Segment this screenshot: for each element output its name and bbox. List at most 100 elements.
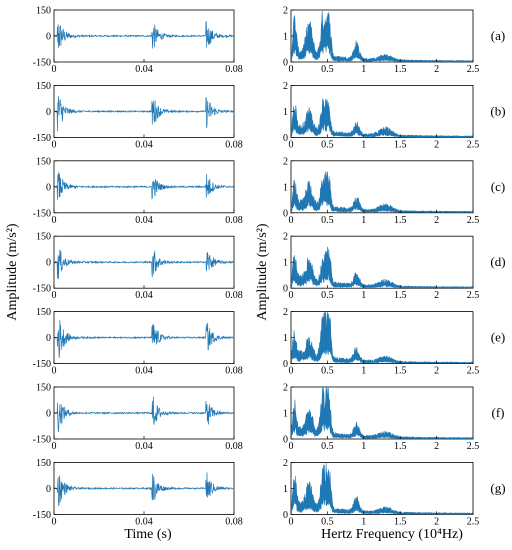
time-y-tick-label: -150 [33,510,51,521]
time-y-tick-label: -150 [33,58,51,69]
time-x-tick-label: 0.04 [135,215,153,226]
panel-label: (d) [490,254,505,269]
frequency-y-tick-label: 1 [283,107,288,118]
frequency-panel: 2 1 00 0.5 1 1.5 2 2.5 [283,458,479,528]
frequency-x-tick-label: 2.5 [467,516,480,527]
frequency-x-tick-label: 2.5 [467,290,480,301]
time-signal-trace [53,472,235,507]
time-signal-trace [53,96,235,132]
time-x-tick-label: 0.08 [225,64,243,75]
frequency-x-tick-label: 0.5 [321,290,334,301]
panel-label: (c) [491,179,505,194]
time-signal-trace [53,21,235,49]
frequency-x-tick-label: 0.5 [321,64,334,75]
time-x-tick-label: 0.04 [135,441,153,452]
frequency-x-tick-label: 2.5 [467,215,480,226]
time-x-tick-label: 0.08 [225,516,243,527]
frequency-x-tick-label: 1 [361,516,366,527]
frequency-x-tick-label: 1 [361,64,366,75]
frequency-x-tick-label: 1 [361,139,366,150]
time-y-tick-label: 0 [46,182,51,193]
frequency-y-tick-label: 2 [283,232,288,243]
frequency-x-tick-label: 2 [434,366,439,377]
frequency-x-tick-label: 2 [434,64,439,75]
frequency-x-tick-label: 0.5 [321,139,334,150]
time-y-tick-label: 0 [46,107,51,118]
frequency-x-tick-label: 0 [289,139,294,150]
frequency-y-tick-label: 2 [283,6,288,17]
frequency-x-tick-label: 1.5 [394,290,407,301]
time-y-tick-label: 150 [36,6,51,17]
time-x-tick-label: 0.04 [135,290,153,301]
frequency-x-tick-label: 0 [289,64,294,75]
frequency-y-tick-label: 0 [283,208,288,219]
frequency-x-tick-label: 0.5 [321,366,334,377]
frequency-y-tick-label: 0 [283,435,288,446]
time-x-tick-label: 0.04 [135,64,153,75]
time-y-tick-label: 150 [36,156,51,167]
frequency-y-tick-label: 0 [283,359,288,370]
time-y-tick-label: 0 [46,32,51,43]
frequency-x-tick-label: 2 [434,215,439,226]
frequency-y-tick-label: 2 [283,156,288,167]
time-x-tick-label: 0.08 [225,290,243,301]
frequency-y-tick-label: 1 [283,182,288,193]
frequency-x-tick-label: 0 [289,290,294,301]
frequency-x-tick-label: 1 [361,441,366,452]
time-y-tick-label: 150 [36,458,51,469]
time-y-tick-label: 150 [36,383,51,394]
frequency-x-tick-label: 1.5 [394,64,407,75]
frequency-x-tick-label: 2.5 [467,366,480,377]
frequency-x-tick-label: 1.5 [394,139,407,150]
right-y-axis-label: Amplitude (m/s²) [255,223,270,320]
right-x-axis-label: Hertz Frequency (10⁴Hz) [321,527,463,542]
frequency-y-tick-label: 0 [283,284,288,295]
time-y-tick-label: 0 [46,409,51,420]
panel-label: (b) [490,103,505,118]
frequency-panel: 2 1 00 0.5 1 1.5 2 2.5 [283,307,479,377]
panel-label: (g) [490,480,505,495]
panel-label: (e) [491,330,505,345]
time-x-tick-label: 0 [52,366,57,377]
frequency-x-tick-label: 1.5 [394,441,407,452]
time-x-tick-label: 0.04 [135,366,153,377]
frequency-x-tick-label: 2.5 [467,64,480,75]
time-x-tick-label: 0 [52,139,57,150]
time-x-tick-label: 0.08 [225,366,243,377]
time-x-tick-label: 0.08 [225,441,243,452]
left-y-axis-label: Amplitude (m/s²) [5,223,20,320]
frequency-y-tick-label: 2 [283,307,288,318]
frequency-y-tick-label: 0 [283,510,288,521]
frequency-x-tick-label: 2 [434,290,439,301]
frequency-y-tick-label: 1 [283,333,288,344]
frequency-x-tick-label: 1 [361,215,366,226]
frequency-y-tick-label: 0 [283,58,288,69]
time-y-tick-label: -150 [33,133,51,144]
frequency-y-tick-label: 1 [283,32,288,43]
time-x-tick-label: 0.08 [225,215,243,226]
frequency-x-tick-label: 0 [289,215,294,226]
time-x-tick-label: 0 [52,516,57,527]
frequency-x-tick-label: 0 [289,516,294,527]
frequency-x-tick-label: 1.5 [394,516,407,527]
frequency-x-tick-label: 2 [434,441,439,452]
frequency-x-tick-label: 1.5 [394,366,407,377]
frequency-y-tick-label: 0 [283,133,288,144]
time-y-tick-label: -150 [33,208,51,219]
frequency-panel: 2 1 00 0.5 1 1.5 2 2.5 [283,383,479,453]
frequency-x-tick-label: 2.5 [467,441,480,452]
frequency-panel: 2 1 00 0.5 1 1.5 2 2.5 [283,156,479,226]
time-x-tick-label: 0 [52,215,57,226]
frequency-panel: 2 1 00 0.5 1 1.5 2 2.5 [283,232,479,302]
frequency-y-tick-label: 2 [283,383,288,394]
time-x-tick-label: 0.04 [135,516,153,527]
time-x-tick-label: 0 [52,441,57,452]
